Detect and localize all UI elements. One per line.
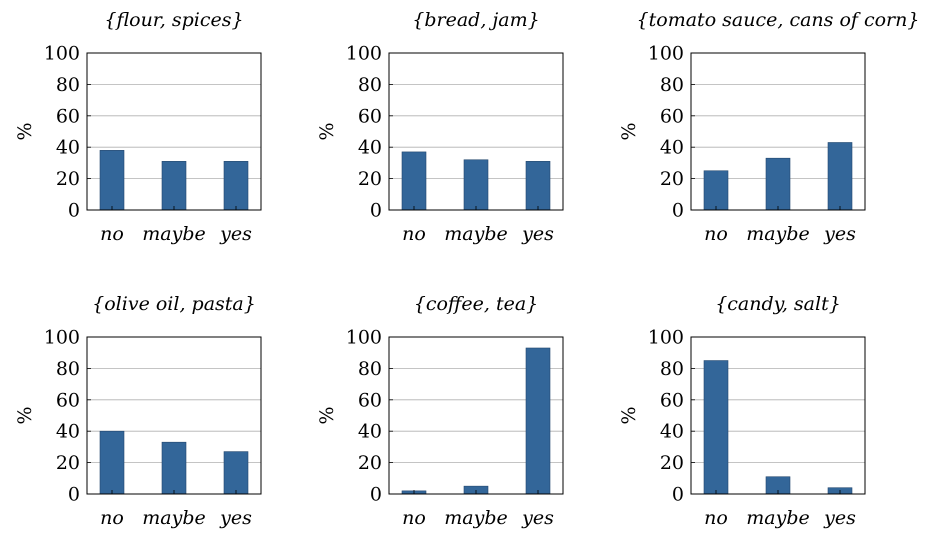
y-tick-label: 20	[56, 168, 80, 190]
y-tick-label: 0	[68, 484, 80, 506]
bar-no	[703, 170, 729, 211]
chart-panel-3: {tomato sauce, cans of corn} 0 20 40 60 80 100…	[618, 9, 919, 245]
y-tick-label: 60	[56, 105, 80, 127]
chart-title: {tomato sauce, cans of corn}	[637, 9, 920, 31]
bar-maybe	[161, 161, 187, 211]
bar-yes	[525, 347, 551, 495]
chart-panel-5: {coffee, tea} 0 20 40 60 80 100 no maybe yes%	[316, 293, 564, 529]
x-category-label: yes	[219, 223, 252, 245]
bar-no	[703, 360, 729, 495]
bar-yes	[223, 451, 249, 495]
chart-panel-2: {bread, jam} 0 20 40 60 80 100 no maybe yes%	[316, 9, 564, 245]
y-tick-label: 100	[44, 327, 80, 349]
x-category-label: maybe	[142, 223, 206, 245]
y-axis-label: %	[14, 122, 36, 140]
x-category-label: maybe	[444, 507, 508, 529]
x-category-label: yes	[219, 507, 252, 529]
x-category-label: maybe	[746, 223, 810, 245]
bar-yes	[827, 142, 853, 211]
y-tick-label: 60	[56, 389, 80, 411]
chart-title: {olive oil, pasta}	[92, 293, 256, 315]
y-tick-label: 40	[358, 421, 382, 443]
x-category-label: maybe	[746, 507, 810, 529]
y-tick-label: 80	[660, 358, 684, 380]
bar-maybe	[463, 159, 489, 211]
y-axis-label: %	[14, 406, 36, 424]
x-category-label: yes	[521, 507, 554, 529]
chart-title: {coffee, tea}	[414, 293, 539, 315]
y-tick-label: 20	[660, 168, 684, 190]
bar-yes	[525, 161, 551, 211]
chart-panel-1: {flour, spices} 0 20 40 60 80 100 no maybe yes%	[14, 9, 262, 245]
chart-title: {candy, salt}	[715, 293, 841, 315]
bar-no	[401, 151, 427, 211]
y-axis-label: %	[618, 122, 640, 140]
y-tick-label: 20	[660, 452, 684, 474]
x-category-label: no	[402, 507, 426, 529]
y-tick-label: 0	[68, 200, 80, 222]
y-tick-label: 20	[56, 452, 80, 474]
chart-title: {bread, jam}	[412, 9, 539, 31]
y-tick-label: 100	[648, 327, 684, 349]
y-tick-label: 0	[672, 484, 684, 506]
x-category-label: maybe	[444, 223, 508, 245]
y-tick-label: 100	[346, 327, 382, 349]
bar-maybe	[765, 157, 791, 211]
bar-no	[99, 150, 125, 211]
y-tick-label: 80	[358, 74, 382, 96]
y-tick-label: 100	[346, 43, 382, 65]
y-axis-label: %	[316, 406, 338, 424]
bar-yes	[223, 161, 249, 211]
y-tick-label: 20	[358, 452, 382, 474]
y-tick-label: 0	[672, 200, 684, 222]
y-tick-label: 80	[660, 74, 684, 96]
x-category-label: maybe	[142, 507, 206, 529]
chart-panel-4: {olive oil, pasta} 0 20 40 60 80 100 no maybe yes…	[14, 293, 262, 529]
y-tick-label: 40	[56, 421, 80, 443]
bar-no	[99, 430, 125, 495]
chart-panel-6: {candy, salt} 0 20 40 60 80 100 no maybe yes%	[618, 293, 866, 529]
bar-maybe	[161, 441, 187, 495]
y-tick-label: 60	[358, 105, 382, 127]
x-category-label: no	[100, 507, 124, 529]
y-axis-label: %	[316, 122, 338, 140]
x-category-label: no	[100, 223, 124, 245]
y-tick-label: 0	[370, 200, 382, 222]
y-tick-label: 60	[660, 389, 684, 411]
y-axis-label: %	[618, 406, 640, 424]
y-tick-label: 40	[660, 137, 684, 159]
y-tick-label: 80	[56, 74, 80, 96]
y-tick-label: 60	[660, 105, 684, 127]
x-category-label: yes	[823, 507, 856, 529]
y-tick-label: 80	[358, 358, 382, 380]
y-tick-label: 100	[648, 43, 684, 65]
y-tick-label: 40	[358, 137, 382, 159]
y-tick-label: 60	[358, 389, 382, 411]
y-tick-label: 40	[660, 421, 684, 443]
x-category-label: no	[402, 223, 426, 245]
y-tick-label: 20	[358, 168, 382, 190]
x-category-label: yes	[521, 223, 554, 245]
x-category-label: no	[704, 223, 728, 245]
x-category-label: no	[704, 507, 728, 529]
y-tick-label: 0	[370, 484, 382, 506]
x-category-label: yes	[823, 223, 856, 245]
y-tick-label: 40	[56, 137, 80, 159]
y-tick-label: 100	[44, 43, 80, 65]
y-tick-label: 80	[56, 358, 80, 380]
chart-title: {flour, spices}	[104, 9, 243, 31]
